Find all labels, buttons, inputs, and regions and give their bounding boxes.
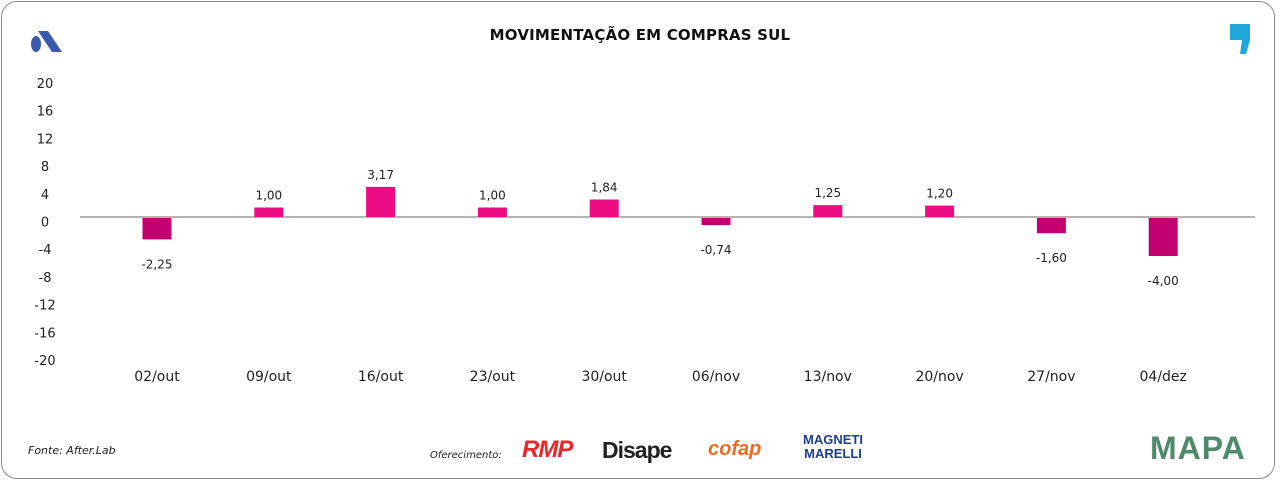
- bar: [589, 199, 619, 217]
- data-label: 1,00: [255, 189, 282, 203]
- y-tick-label: -12: [34, 299, 55, 314]
- data-label: 1,00: [479, 189, 506, 203]
- y-tick-label: 20: [37, 77, 54, 92]
- bar: [1148, 218, 1178, 256]
- logo-comma-icon: [1230, 24, 1250, 54]
- data-label: 1,25: [814, 186, 841, 200]
- y-tick-label: -8: [39, 271, 52, 286]
- sponsor-disape-logo: Disape: [602, 437, 672, 463]
- x-tick-label: 04/dez: [1140, 369, 1187, 385]
- data-label: 3,17: [367, 168, 394, 182]
- x-tick-label: 23/out: [470, 369, 516, 385]
- x-tick-label: 13/nov: [804, 369, 852, 385]
- y-tick-label: 0: [41, 216, 49, 231]
- y-tick-label: 4: [41, 188, 49, 203]
- bar: [813, 205, 843, 217]
- bar: [1036, 218, 1066, 234]
- bar: [142, 218, 172, 240]
- bar: [925, 205, 955, 217]
- y-tick-label: -4: [39, 243, 52, 258]
- x-tick-label: 16/out: [358, 369, 404, 385]
- data-label: 1,84: [591, 181, 618, 195]
- y-tick-label: -16: [34, 326, 55, 341]
- bar: [477, 207, 507, 217]
- x-tick-label: 30/out: [581, 369, 627, 385]
- x-tick-label: 06/nov: [692, 369, 740, 385]
- source-note: Fonte: After.Lab: [28, 444, 116, 457]
- logo-a-icon: [31, 31, 62, 52]
- chart-title: MOVIMENTAÇÃO EM COMPRAS SUL: [489, 26, 791, 44]
- x-tick-label: 09/out: [246, 369, 292, 385]
- bar: [701, 218, 731, 226]
- data-label: -2,25: [141, 257, 172, 271]
- sponsor-cofap-logo: cofap: [708, 438, 762, 460]
- x-tick-label: 27/nov: [1027, 369, 1075, 385]
- bar: [254, 207, 284, 217]
- offer-label: Oferecimento:: [430, 450, 502, 461]
- y-tick-label: 12: [37, 132, 54, 147]
- y-tick-label: 8: [41, 160, 49, 175]
- data-label: 1,20: [926, 187, 953, 201]
- sponsor-magneti-marelli-logo: MAGNETI MARELLI: [803, 432, 863, 461]
- sponsor-rmp-logo: RMP: [522, 436, 573, 463]
- mapa-logo: MAPA: [1150, 430, 1246, 466]
- y-tick-label: 16: [37, 105, 54, 120]
- bar: [366, 186, 396, 217]
- data-label: -1,60: [1036, 251, 1067, 265]
- x-tick-label: 20/nov: [915, 369, 963, 385]
- data-label: -0,74: [700, 243, 731, 257]
- data-label: -4,00: [1148, 274, 1179, 288]
- x-tick-label: 02/out: [134, 369, 180, 385]
- y-tick-label: -20: [34, 354, 55, 369]
